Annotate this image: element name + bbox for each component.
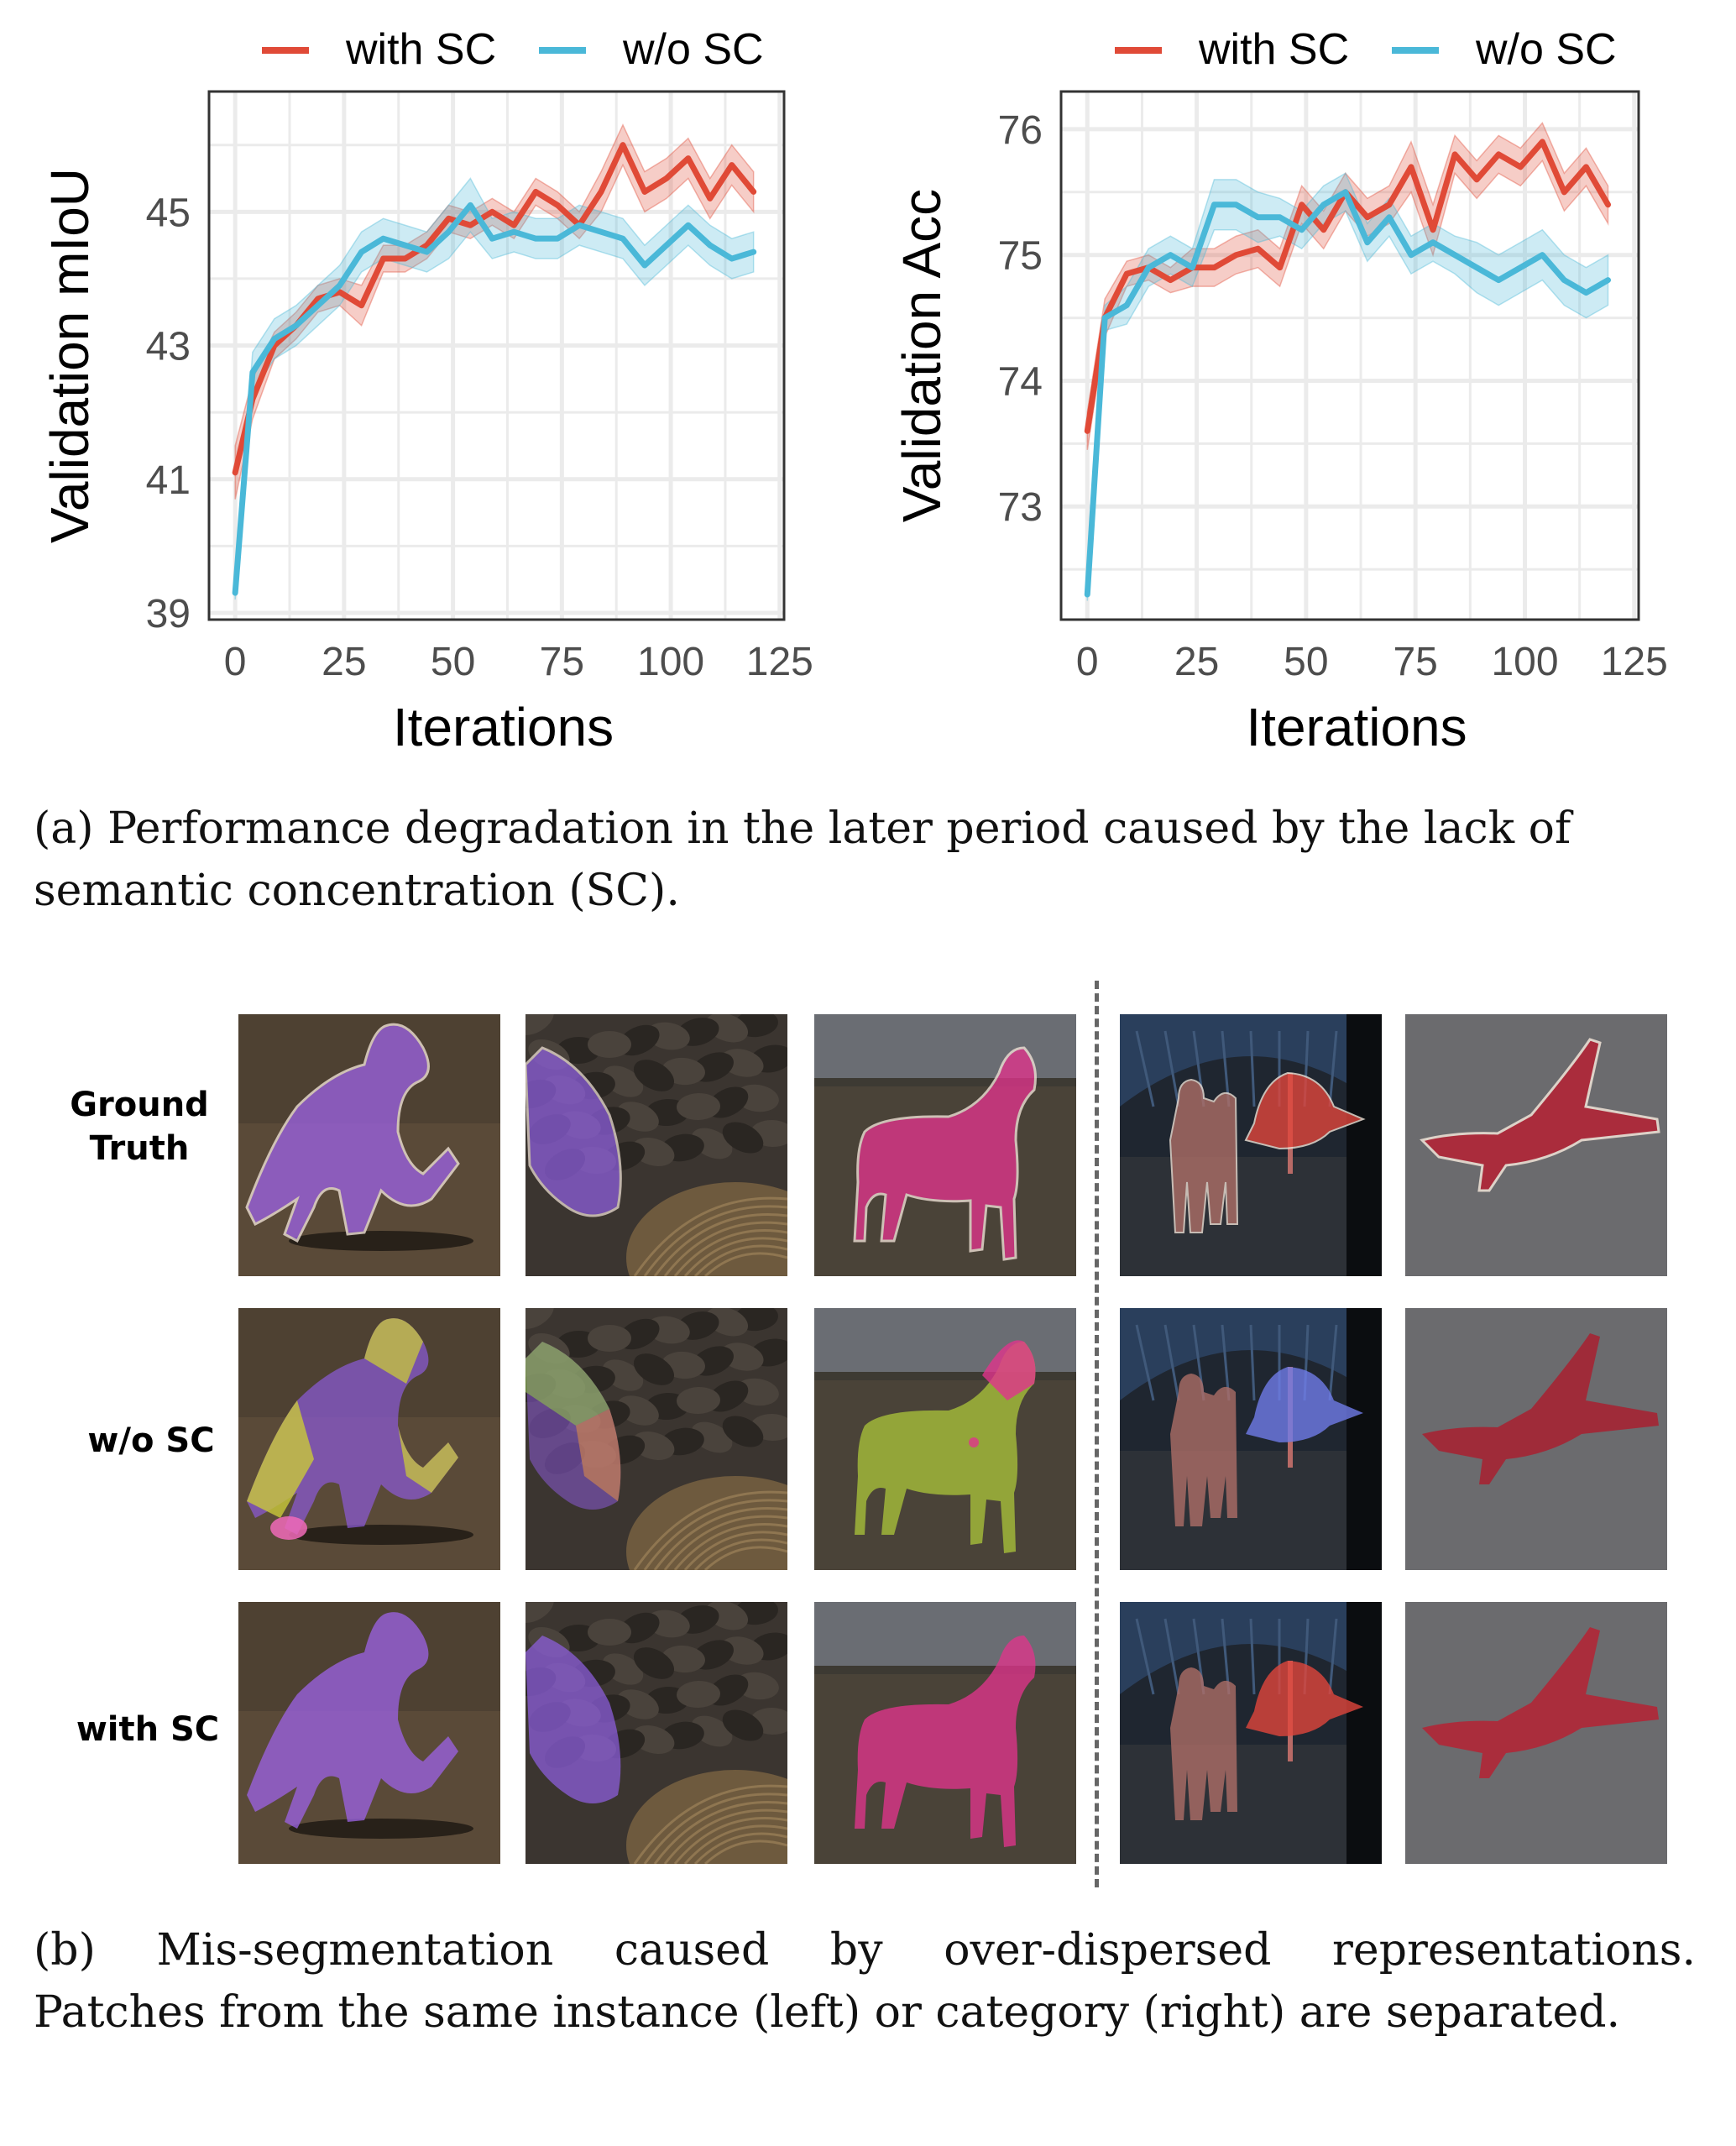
segmentation-image-hangar-row0 — [1120, 1014, 1382, 1276]
miou-chart: 0 25 50 75 100 125 39 41 43 45 Iterations Validatio… — [39, 25, 813, 757]
y-tick-label: 74 — [998, 359, 1043, 404]
x-tick-label: 0 — [224, 640, 247, 684]
y-tick-label: 76 — [998, 108, 1043, 153]
x-tick-label: 50 — [1284, 640, 1328, 684]
scene-graphic — [526, 1308, 787, 1570]
panel-border — [1059, 90, 1640, 621]
scene-graphic — [1405, 1308, 1667, 1570]
x-tick-label: 125 — [746, 640, 813, 684]
scene-graphic — [814, 1014, 1076, 1276]
scene-graphic — [814, 1602, 1076, 1864]
series-band-1 — [1086, 172, 1609, 601]
x-tick-label: 25 — [1174, 640, 1219, 684]
caption-b-line2: Patches from the same instance (left) or… — [34, 1987, 1621, 2038]
segmentation-image-dog-basket-row2 — [526, 1602, 787, 1864]
x-axis-title: Iterations — [1246, 697, 1467, 757]
y-axis-title: Validation mIoU — [39, 168, 100, 543]
y-tick-label: 39 — [146, 592, 191, 636]
x-tick-label: 100 — [637, 640, 704, 684]
x-tick-label: 75 — [1393, 640, 1437, 684]
segmentation-image-dog-row0 — [238, 1014, 500, 1276]
scene-graphic — [1120, 1014, 1382, 1276]
x-tick-label: 100 — [1491, 640, 1558, 684]
series-line-1 — [232, 202, 757, 596]
y-tick-label: 41 — [146, 458, 191, 503]
scene-graphic — [238, 1602, 500, 1864]
row-label-with-sc: with SC — [76, 1710, 220, 1749]
legend-label-1: w/o SC — [1475, 25, 1617, 74]
y-tick-label: 73 — [998, 485, 1043, 530]
legend-label-0: with SC — [1198, 25, 1349, 74]
panel-border — [207, 90, 786, 621]
segmentation-image-horse-row0 — [814, 1014, 1076, 1276]
scene-graphic — [238, 1308, 500, 1570]
scene-graphic — [526, 1602, 787, 1864]
series-band-0 — [1086, 122, 1609, 450]
y-axis-title: Validation Acc — [892, 189, 952, 522]
x-tick-label: 125 — [1601, 640, 1668, 684]
scene-graphic — [1405, 1014, 1667, 1276]
segmentation-image-dog-row1 — [238, 1308, 500, 1570]
dashed-divider — [1095, 981, 1099, 1887]
segmentation-image-hangar-row2 — [1120, 1602, 1382, 1864]
caption-a: (a) Performance degradation in the later… — [34, 803, 1571, 916]
x-tick-label: 0 — [1076, 640, 1099, 684]
segmentation-image-horse-row2 — [814, 1602, 1076, 1864]
series-band-0 — [234, 123, 755, 500]
segmentation-image-airplane-row1 — [1405, 1308, 1667, 1570]
scene-graphic — [1120, 1602, 1382, 1864]
legend-label-0: with SC — [345, 25, 496, 74]
segmentation-image-dog-basket-row0 — [526, 1014, 787, 1276]
x-axis-title: Iterations — [393, 697, 614, 757]
y-tick-label: 45 — [146, 191, 191, 235]
row-label-wo-sc: w/o SC — [87, 1421, 215, 1460]
series-line-0 — [232, 142, 757, 476]
series-line-1 — [1084, 189, 1612, 598]
scene-graphic — [1120, 1308, 1382, 1570]
segmentation-image-hangar-row1 — [1120, 1308, 1382, 1570]
caption-b-line1: (b) Mis-segmentation caused by over-disp… — [34, 1925, 1696, 1976]
scene-graphic — [238, 1014, 500, 1276]
x-tick-label: 50 — [431, 640, 475, 684]
x-tick-label: 25 — [322, 640, 366, 684]
scene-graphic — [526, 1014, 787, 1276]
y-tick-label: 75 — [998, 234, 1043, 279]
segmentation-image-dog-basket-row1 — [526, 1308, 787, 1570]
y-tick-label: 43 — [146, 325, 191, 369]
scene-graphic — [814, 1308, 1076, 1570]
series-band-1 — [234, 177, 755, 600]
segmentation-image-dog-row2 — [238, 1602, 500, 1864]
segmentation-image-airplane-row0 — [1405, 1014, 1667, 1276]
segmentation-image-airplane-row2 — [1405, 1602, 1667, 1864]
row-label-ground-truth: Ground Truth — [70, 1086, 209, 1168]
scene-graphic — [1405, 1602, 1667, 1864]
legend-label-1: w/o SC — [622, 25, 764, 74]
x-tick-label: 75 — [540, 640, 584, 684]
acc-chart: 0 25 50 75 100 125 73 74 75 76 Iterations Validatio… — [892, 25, 1668, 757]
segmentation-image-horse-row1 — [814, 1308, 1076, 1570]
